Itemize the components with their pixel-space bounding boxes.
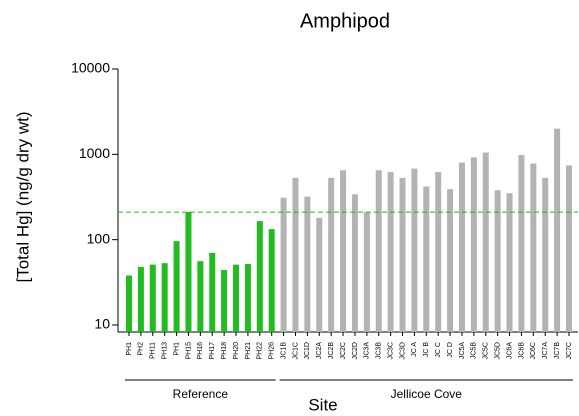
- bar: [221, 270, 228, 332]
- bar: [423, 186, 430, 332]
- bar: [137, 266, 144, 332]
- chart-title: Amphipod: [300, 10, 390, 32]
- x-tick-label: JC5C: [483, 342, 490, 360]
- x-tick-label: JC7B: [554, 342, 561, 359]
- x-tick-label: JC D: [447, 342, 454, 358]
- bar: [280, 197, 287, 332]
- bar: [482, 152, 489, 332]
- bar: [316, 217, 323, 332]
- x-tick-label: JC2C: [340, 342, 347, 360]
- x-tick-label: JC3D: [399, 342, 406, 360]
- x-tick-label: PH2: [138, 342, 145, 356]
- x-tick-label: JC C: [435, 342, 442, 358]
- bar: [197, 261, 204, 332]
- bar: [566, 165, 572, 332]
- bar: [435, 172, 442, 332]
- x-tick-label: JC1D: [304, 342, 311, 360]
- bar: [244, 263, 251, 332]
- bar: [268, 229, 275, 332]
- bar: [387, 172, 394, 332]
- x-tick-label: JC5B: [471, 342, 478, 359]
- x-tick-label: JC2D: [352, 342, 359, 360]
- x-tick-label: JC6B: [518, 342, 525, 359]
- x-axis-label: Site: [308, 395, 337, 414]
- bar: [375, 170, 382, 332]
- x-tick-label: JC1B: [280, 342, 287, 359]
- y-tick-label: 10000: [71, 60, 110, 76]
- bar: [458, 162, 465, 332]
- bar: [173, 241, 180, 332]
- x-tick-label: JC2B: [328, 342, 335, 359]
- bar: [328, 177, 335, 332]
- bar: [542, 177, 549, 332]
- bar: [506, 193, 513, 332]
- x-tick-label: JC A: [411, 342, 418, 357]
- x-tick-label: PH15: [185, 342, 192, 360]
- x-tick-label: PH13: [162, 342, 169, 360]
- bar: [470, 157, 477, 332]
- group-label: Jellicoe Cove: [391, 387, 463, 401]
- x-tick-label: PH21: [245, 342, 252, 360]
- x-tick-label: JC3A: [364, 342, 371, 359]
- x-tick-label: PH20: [233, 342, 240, 360]
- bar: [304, 196, 311, 332]
- bar: [209, 252, 216, 332]
- bar: [292, 177, 299, 332]
- x-tick-label: JC5A: [459, 342, 466, 359]
- bar: [494, 190, 501, 332]
- bar: [447, 189, 454, 332]
- bar: [161, 263, 168, 332]
- x-tick-label: JC5D: [494, 342, 501, 360]
- y-axis-label: [Total Hg] (ng/g dry wt): [13, 111, 32, 282]
- bar: [554, 128, 561, 332]
- y-tick-label: 100: [87, 230, 111, 246]
- x-tick-label: PH1: [173, 342, 180, 356]
- x-tick-label: PH11: [150, 342, 157, 359]
- group-label: Reference: [173, 387, 229, 401]
- x-tick-label: JC2A: [316, 342, 323, 359]
- y-tick-label: 1000: [79, 145, 110, 161]
- x-tick-label: JC1C: [292, 342, 299, 360]
- x-tick-label: PH1: [126, 342, 133, 356]
- bar: [126, 275, 132, 332]
- y-tick-label: 10: [94, 316, 110, 332]
- bar: [399, 177, 406, 332]
- x-tick-label: JC3B: [376, 342, 383, 359]
- bar: [518, 155, 525, 332]
- x-tick-label: PH18: [221, 342, 228, 360]
- bar: [340, 170, 347, 332]
- x-tick-label: JC6C: [530, 342, 537, 360]
- x-tick-label: JC7A: [542, 342, 549, 359]
- bar: [233, 264, 240, 332]
- x-tick-label: JC3C: [387, 342, 394, 360]
- bar: [185, 211, 192, 332]
- bar: [149, 264, 156, 332]
- x-tick-label: JC7C: [566, 342, 573, 360]
- x-tick-label: JC B: [423, 342, 430, 358]
- x-tick-label: PH26: [269, 342, 276, 360]
- x-tick-label: JC6A: [506, 342, 513, 359]
- x-tick-label: PH16: [197, 342, 204, 360]
- bar: [351, 194, 358, 332]
- bar: [256, 221, 263, 332]
- bar: [363, 212, 370, 332]
- bar: [530, 163, 537, 332]
- x-tick-label: PH22: [257, 342, 264, 360]
- x-tick-label: PH17: [209, 342, 216, 360]
- bar: [411, 168, 418, 332]
